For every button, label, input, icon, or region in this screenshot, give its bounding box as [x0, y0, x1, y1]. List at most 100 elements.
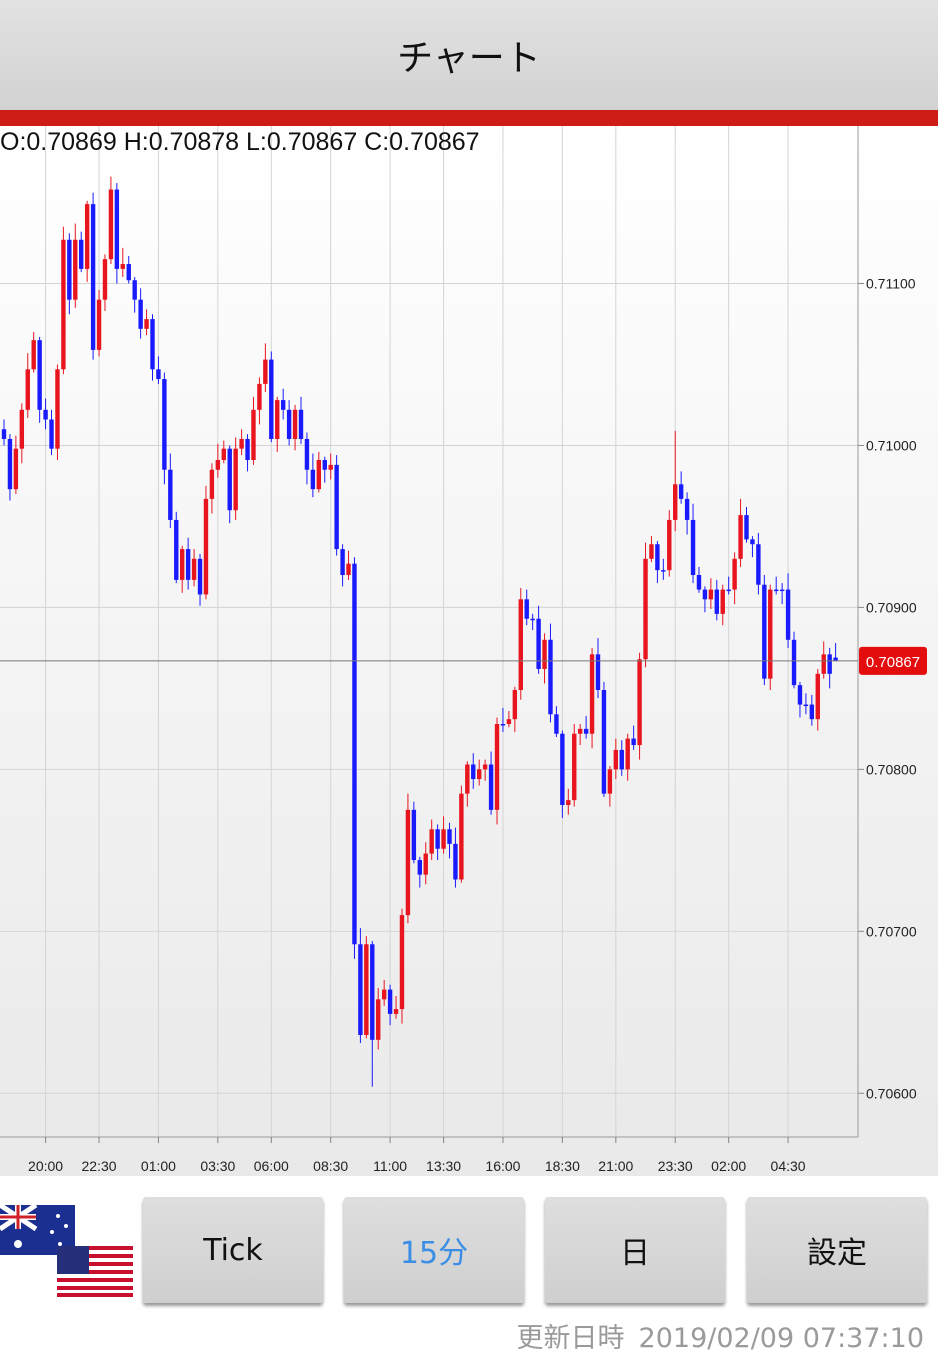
candle-body: [239, 438, 244, 449]
candle-body: [84, 204, 90, 269]
candle-body: [500, 724, 506, 726]
candle-body: [209, 469, 215, 499]
candle-body: [447, 829, 452, 844]
candle-body: [827, 654, 832, 674]
x-tick-label: 11:00: [373, 1158, 407, 1174]
candle-body: [572, 733, 577, 801]
candle-body: [560, 733, 565, 805]
candle-body: [613, 749, 619, 770]
candle-body: [7, 438, 13, 490]
candle-body: [132, 280, 137, 300]
candle-body: [197, 558, 203, 595]
candle-body: [524, 599, 529, 619]
candle-body: [144, 319, 149, 329]
candle-body: [714, 589, 719, 614]
candle-body: [120, 264, 125, 269]
candle-body: [429, 829, 434, 854]
candle-body: [577, 728, 583, 734]
x-tick-label: 18:30: [545, 1158, 580, 1174]
candle-body: [96, 299, 102, 350]
candle-body: [488, 764, 494, 810]
candle-body: [233, 448, 238, 511]
candle-body: [726, 589, 731, 592]
candle-body: [185, 549, 191, 580]
candle-body: [756, 544, 761, 585]
candle-body: [340, 549, 345, 576]
candle-body: [494, 724, 500, 810]
candle-body: [411, 809, 417, 861]
candle-body: [607, 769, 613, 794]
candle-body: [589, 654, 595, 734]
candle-body: [441, 829, 446, 849]
candle-body: [245, 438, 250, 461]
candle-body: [732, 558, 737, 590]
candle-body: [227, 448, 232, 511]
interval-button[interactable]: 15分: [344, 1197, 524, 1303]
update-time: 2019/02/09 07:37:10: [638, 1323, 924, 1354]
candle-body: [536, 618, 541, 669]
y-tick-label: 0.70600: [866, 1085, 917, 1101]
x-tick-label: 02:00: [711, 1158, 746, 1174]
last-price-box: [859, 646, 927, 675]
candle-body: [25, 369, 30, 410]
y-tick-label: 0.70900: [866, 599, 917, 615]
tick-button[interactable]: Tick: [143, 1197, 323, 1303]
candle-body: [251, 409, 256, 461]
ohlc-text: O:0.70869 H:0.70878 L:0.70867 C:0.70867: [0, 128, 480, 156]
candle-body: [43, 409, 48, 420]
candle-body: [453, 843, 458, 880]
candle-body: [815, 673, 820, 720]
candle-body: [435, 829, 440, 849]
candle-body: [49, 419, 54, 449]
candle-body: [465, 764, 470, 794]
candle-body: [417, 860, 422, 875]
candle-body: [286, 409, 292, 439]
candle-body: [459, 793, 464, 880]
candle-body: [643, 558, 648, 660]
candle-body: [203, 498, 209, 595]
x-tick-label: 04:30: [771, 1158, 806, 1174]
candle-body: [779, 589, 785, 592]
candle-body: [542, 639, 547, 669]
settings-button[interactable]: 設定: [747, 1197, 927, 1303]
chart: 0.71100 0.71000 0.70900 0.70800 0.70700 0.706…: [0, 126, 938, 1176]
candle-body: [269, 359, 274, 439]
candle-body: [67, 239, 72, 300]
candle-body: [762, 584, 767, 679]
candle-body: [215, 460, 221, 470]
candle-body: [150, 319, 155, 370]
candle-body: [19, 409, 25, 449]
candle-body: [55, 369, 60, 449]
candle-body: [809, 704, 815, 720]
candle-body: [774, 589, 779, 592]
candle-body: [785, 589, 791, 640]
candle-body: [566, 800, 571, 805]
candle-body: [684, 498, 690, 520]
candle-body: [304, 438, 310, 470]
candle-body: [791, 639, 797, 686]
candle-body: [667, 519, 672, 571]
candle-body: [346, 563, 351, 576]
candle-body: [322, 460, 327, 470]
x-tick-label: 21:00: [598, 1158, 633, 1174]
candle-body: [750, 539, 755, 545]
candle-body: [471, 764, 476, 780]
candle-body: [280, 400, 286, 410]
candle-body: [370, 944, 375, 1040]
candle-body: [275, 400, 280, 439]
candle-body: [797, 685, 803, 705]
candle-body: [631, 738, 636, 746]
candle-body: [1, 429, 7, 439]
candle-body: [79, 239, 84, 269]
candle-body: [376, 999, 381, 1040]
x-tick-label: 01:00: [141, 1158, 176, 1174]
candle-body: [61, 239, 66, 370]
candle-body: [180, 549, 185, 580]
currency-flags[interactable]: [0, 1200, 140, 1305]
candle-body: [696, 575, 702, 590]
candle-body: [257, 383, 262, 410]
candle-body: [512, 689, 518, 720]
day-button[interactable]: 日: [545, 1197, 725, 1303]
candle-body: [387, 989, 393, 1014]
